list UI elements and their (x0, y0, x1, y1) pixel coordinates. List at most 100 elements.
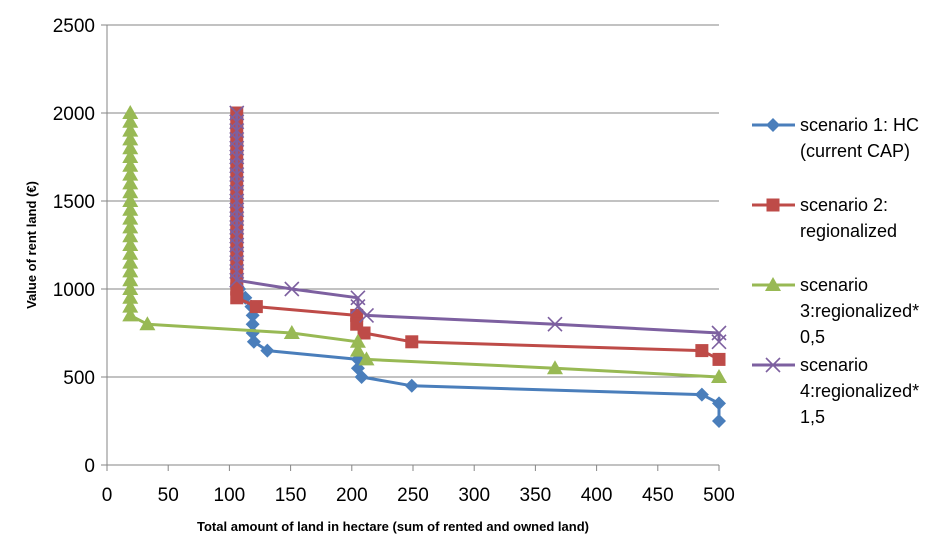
y-tick-label: 1000 (53, 280, 95, 301)
x-tick-label: 250 (397, 485, 429, 506)
series-4-line (235, 113, 721, 342)
x-tick-label: 400 (581, 485, 613, 506)
series-3-point (122, 166, 139, 181)
x-tick-label: 50 (158, 485, 179, 506)
series-4-point (711, 334, 727, 350)
legend-item-2: scenario 2: regionalized (752, 195, 897, 241)
series-3-point (122, 122, 139, 137)
series-1-point (694, 387, 709, 402)
series-layer (122, 105, 727, 428)
series-2-point (249, 300, 263, 314)
y-tick-label: 2000 (53, 104, 95, 125)
series-3-point (122, 175, 139, 190)
series-1-point (404, 378, 419, 393)
series-2 (230, 106, 726, 366)
x-tick-label: 500 (703, 485, 735, 506)
series-3-point (711, 369, 727, 383)
legend-swatch-marker (766, 118, 780, 132)
y-tick-label: 1500 (53, 192, 95, 213)
axes: 0 500 1000 1500 2000 2500 0 50 100 150 200 250 300 35… (53, 16, 735, 506)
legend-label: scenario 1: HC (800, 115, 919, 135)
legend-swatch-marker (765, 277, 781, 291)
series-1-point (245, 317, 260, 332)
y-tick-label: 2500 (53, 16, 95, 37)
series-1-point (354, 370, 369, 384)
series-2-point (712, 352, 726, 366)
series-2-line (235, 113, 720, 361)
series-4-point (229, 272, 245, 288)
series-2-point (405, 335, 419, 349)
y-tick-label: 0 (84, 456, 95, 477)
series-3-point (122, 210, 139, 225)
series-3-point (122, 307, 139, 322)
series-3-point (122, 157, 139, 172)
series-3-point (122, 298, 139, 313)
series-4 (229, 105, 727, 350)
series-1-point (712, 396, 726, 411)
series-3-point (122, 184, 139, 199)
series-3-point (283, 325, 300, 339)
y-axis-title: Value of rent land (€) (24, 181, 39, 309)
series-3-point (122, 131, 139, 146)
series-3-line (128, 113, 720, 379)
series-2-point (230, 291, 244, 305)
series-1-point (246, 334, 261, 349)
gridlines (107, 24, 719, 378)
legend-item-1: scenario 1: HC (current CAP) (752, 115, 919, 161)
series-2-point (357, 326, 371, 340)
legend-swatch-marker (765, 357, 781, 373)
series-3-point (122, 201, 139, 216)
legend: scenario 1: HC (current CAP) scenario 2: re… (752, 115, 919, 427)
series-4-point (358, 307, 375, 323)
legend-item-4: scenario 4:regionalized* 1,5 (752, 355, 919, 427)
legend-label: 0,5 (800, 327, 825, 347)
series-3-point (122, 254, 139, 269)
series-3-point (349, 333, 366, 348)
x-tick-label: 450 (642, 485, 674, 506)
series-3-point (349, 342, 366, 357)
series-3-point (122, 281, 139, 295)
legend-item-3: scenario 3:regionalized* 0,5 (752, 275, 919, 347)
series-1-line (237, 288, 721, 421)
series-3-point (122, 289, 139, 304)
series-3-point (122, 272, 139, 287)
series-3 (122, 105, 727, 383)
series-3-point (546, 360, 563, 375)
series-3-point (358, 351, 375, 366)
series-3-point (122, 219, 139, 234)
legend-label: scenario (800, 275, 868, 295)
y-tick-label: 500 (63, 368, 95, 389)
series-1-point (712, 414, 726, 428)
legend-swatch-marker (766, 198, 780, 212)
series-1-point (260, 343, 275, 358)
series-3-point (122, 245, 139, 260)
x-tick-label: 0 (102, 485, 113, 506)
legend-label: 4:regionalized* (800, 381, 919, 401)
legend-label: (current CAP) (800, 141, 910, 161)
legend-label: 3:regionalized* (800, 301, 919, 321)
x-tick-label: 200 (336, 485, 368, 506)
x-tick-label: 100 (214, 485, 246, 506)
x-tick-label: 350 (520, 485, 552, 506)
legend-label: regionalized (800, 221, 897, 241)
legend-label: scenario (800, 355, 868, 375)
series-4-point (284, 281, 300, 297)
x-axis-title: Total amount of land in hectare (sum of … (197, 519, 589, 534)
legend-label: 1,5 (800, 407, 825, 427)
series-3-point (122, 113, 139, 128)
x-tick-label: 300 (458, 485, 490, 506)
series-3-point (122, 105, 139, 119)
series-4-point (547, 316, 563, 332)
series-3-point (122, 140, 139, 155)
series-1 (232, 282, 726, 428)
series-2-point (695, 344, 709, 358)
series-3-point (122, 193, 139, 207)
series-3-point (122, 228, 139, 243)
x-tick-label: 150 (275, 485, 307, 506)
series-3-point (139, 316, 156, 331)
series-3-point (122, 263, 139, 278)
legend-label: scenario 2: (800, 195, 888, 215)
series-3-point (122, 149, 139, 163)
